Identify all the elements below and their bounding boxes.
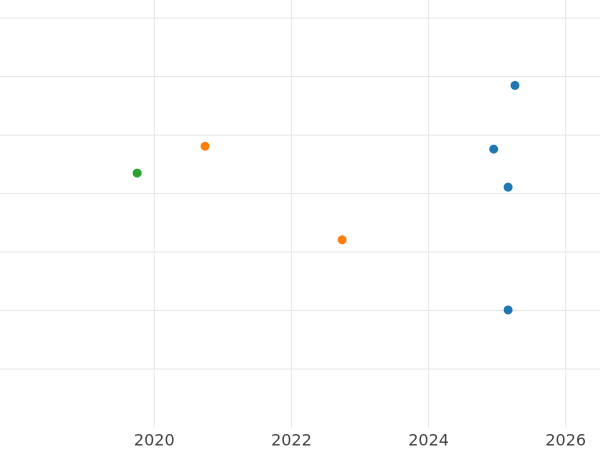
point	[503, 182, 513, 192]
point	[200, 141, 210, 151]
x-tick-label: 2022	[271, 431, 312, 450]
x-tick-label: 2026	[545, 431, 586, 450]
point	[503, 305, 513, 315]
x-tick-label: 2020	[134, 431, 175, 450]
point	[337, 235, 347, 245]
point	[489, 144, 499, 154]
point	[132, 168, 142, 178]
point	[510, 80, 520, 90]
x-tick-label: 2024	[408, 431, 449, 450]
